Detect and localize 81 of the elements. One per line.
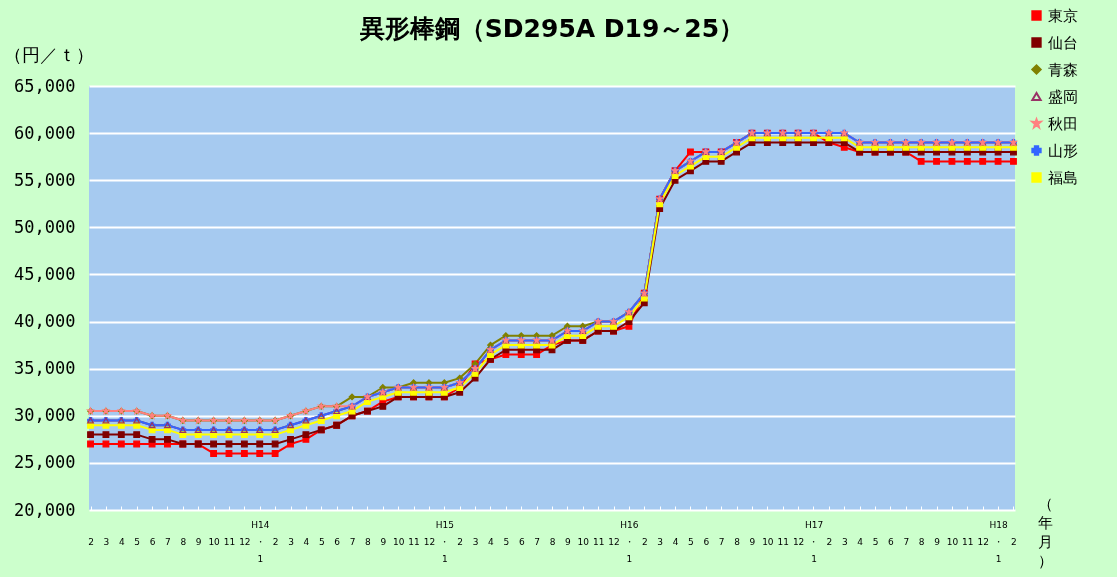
x-tick-label: 2: [1011, 536, 1017, 547]
x-tick-label: 12: [608, 536, 620, 547]
x-tick-label: 8: [734, 536, 741, 547]
legend-label: 東京: [1048, 6, 1078, 25]
x-tick-label: 11: [408, 536, 420, 547]
x-tick-label: 4: [857, 536, 864, 547]
x-tick-label: 12: [239, 536, 251, 547]
x-tick-label: 6: [149, 536, 156, 547]
x-tick-label: 3: [103, 536, 110, 547]
y-tick-label: 40,000: [14, 311, 76, 332]
x-tick-label: 4: [303, 536, 310, 547]
x-tick-label: H15 ・ 1: [435, 519, 454, 564]
x-tick-label: 6: [703, 536, 710, 547]
x-tick-label: H14 ・ 1: [251, 519, 270, 564]
x-tick-label: 6: [518, 536, 525, 547]
x-tick-label: 10: [208, 536, 221, 547]
y-tick-label: 45,000: [14, 263, 76, 284]
x-tick-label: 7: [534, 536, 540, 547]
x-tick-label: 3: [288, 536, 294, 547]
legend-label: 仙台: [1048, 33, 1078, 52]
x-tick-label: 7: [349, 536, 356, 547]
x-axis-title: （年月）: [1038, 494, 1053, 570]
x-tick-label: 9: [934, 536, 941, 547]
y-tick-label: 25,000: [14, 452, 76, 473]
x-tick-label: 3: [657, 536, 664, 547]
x-tick-label: 7: [165, 536, 171, 547]
x-tick-label: 8: [365, 536, 372, 547]
x-tick-label: 12: [423, 536, 436, 547]
x-tick-label: 4: [488, 536, 495, 547]
x-tick-label: 7: [903, 536, 910, 547]
x-tick-label: 2: [641, 536, 648, 547]
y-axis-title: （円／ｔ）: [3, 43, 94, 65]
legend-label: 山形: [1048, 141, 1078, 160]
x-tick-label: 5: [503, 536, 510, 547]
x-tick-label: 8: [180, 536, 187, 547]
chart-title: 異形棒鋼（SD295A D19～25）: [358, 13, 746, 45]
legend-label: 福島: [1048, 168, 1078, 187]
x-tick-label: 10: [762, 536, 774, 547]
y-tick-label: 50,000: [14, 216, 76, 237]
x-tick-label: 7: [718, 536, 725, 547]
x-tick-label: 10: [577, 536, 590, 547]
y-tick-label: 60,000: [14, 122, 76, 143]
legend-label: 秋田: [1048, 114, 1078, 133]
x-tick-label: 11: [223, 536, 236, 547]
x-tick-label: 2: [272, 536, 279, 547]
x-tick-label: 6: [888, 536, 895, 547]
x-tick-label: 9: [565, 536, 572, 547]
x-tick-label: 8: [918, 536, 925, 547]
y-tick-label: 30,000: [14, 405, 76, 426]
x-tick-label: 8: [549, 536, 556, 547]
x-tick-label: 10: [392, 536, 405, 547]
x-tick-label: 3: [841, 536, 848, 547]
x-tick-label: 5: [688, 536, 694, 547]
x-tick-label: H16 ・ 1: [620, 519, 639, 564]
y-tick-label: 55,000: [14, 169, 76, 190]
x-tick-label: 2: [88, 536, 94, 547]
x-tick-label: 9: [749, 536, 756, 547]
y-tick-label: 20,000: [14, 499, 76, 520]
x-tick-label: 2: [826, 536, 833, 547]
x-tick-label: 5: [872, 536, 879, 547]
x-tick-label: 2: [457, 536, 464, 547]
x-tick-label: 6: [334, 536, 341, 547]
x-tick-label: 9: [380, 536, 387, 547]
legend-label: 盛岡: [1048, 87, 1078, 106]
x-tick-label: 11: [777, 536, 789, 547]
x-tick-label: 5: [318, 536, 325, 547]
x-tick-label: 10: [946, 536, 959, 547]
y-tick-label: 35,000: [14, 358, 76, 379]
y-tick-label: 65,000: [14, 75, 76, 96]
x-tick-label: 5: [134, 536, 141, 547]
x-tick-label: 11: [962, 536, 974, 547]
x-tick-label: 3: [472, 536, 479, 547]
legend-label: 青森: [1048, 60, 1078, 79]
x-tick-label: 4: [118, 536, 125, 547]
x-tick-label: 12: [977, 536, 989, 547]
x-tick-label: 11: [592, 536, 605, 547]
x-tick-label: 9: [195, 536, 202, 547]
x-tick-label: 4: [672, 536, 679, 547]
x-tick-label: H18 ・ 1: [989, 519, 1008, 564]
x-tick-label: H17 ・ 1: [804, 519, 824, 564]
x-tick-label: 12: [792, 536, 805, 547]
